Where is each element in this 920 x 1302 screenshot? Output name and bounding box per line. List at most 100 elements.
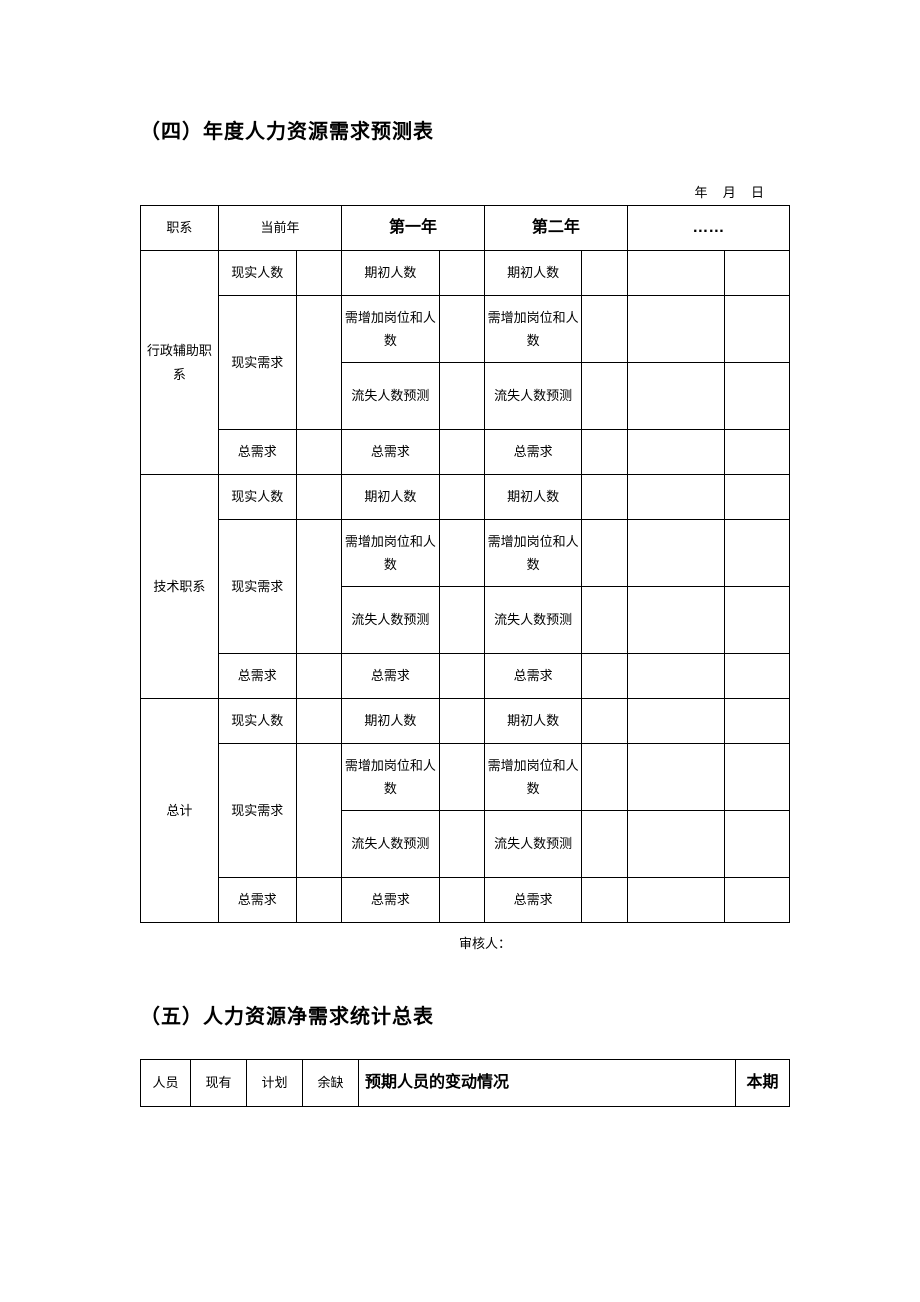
cell-empty xyxy=(582,251,627,296)
cell: 需增加岗位和人数 xyxy=(342,744,439,811)
cell-empty xyxy=(627,520,724,587)
t2-col1: 人员 xyxy=(141,1060,191,1107)
cell-empty xyxy=(439,587,484,654)
cell-empty xyxy=(296,296,341,430)
t2-col5: 预期人员的变动情况 xyxy=(359,1060,736,1107)
cell: 现实人数 xyxy=(218,251,296,296)
cell-empty xyxy=(725,699,790,744)
section-5-title: （五）人力资源净需求统计总表 xyxy=(140,1000,790,1029)
header-col-3: 第一年 xyxy=(342,206,485,251)
cell: 现实需求 xyxy=(218,744,296,878)
cell-empty xyxy=(296,744,341,878)
cell-empty xyxy=(296,430,341,475)
cell: 期初人数 xyxy=(484,699,581,744)
cell: 流失人数预测 xyxy=(342,811,439,878)
cell-empty xyxy=(439,430,484,475)
cell-empty xyxy=(296,251,341,296)
cell: 总需求 xyxy=(484,878,581,923)
cell-empty xyxy=(582,587,627,654)
cell-empty xyxy=(627,878,724,923)
cell-empty xyxy=(582,878,627,923)
cell-empty xyxy=(582,475,627,520)
cell-empty xyxy=(725,811,790,878)
table-row: 技术职系 现实人数 期初人数 期初人数 xyxy=(141,475,790,520)
t2-col4: 余缺 xyxy=(303,1060,359,1107)
cell-empty xyxy=(627,363,724,430)
cell-empty xyxy=(725,878,790,923)
cell-empty xyxy=(296,878,341,923)
hr-forecast-table: 职系 当前年 第一年 第二年 …… 行政辅助职系 现实人数 期初人数 期初人数 … xyxy=(140,205,790,923)
t2-col6: 本期 xyxy=(736,1060,790,1107)
cell-empty xyxy=(627,475,724,520)
cell-empty xyxy=(582,363,627,430)
cell-empty xyxy=(725,520,790,587)
cell-empty xyxy=(725,475,790,520)
cell: 期初人数 xyxy=(342,699,439,744)
cell: 期初人数 xyxy=(342,475,439,520)
cell: 总需求 xyxy=(342,878,439,923)
cell-empty xyxy=(439,744,484,811)
header-col-2: 当前年 xyxy=(218,206,341,251)
cell: 流失人数预测 xyxy=(484,363,581,430)
cell: 总需求 xyxy=(218,430,296,475)
cell-empty xyxy=(439,251,484,296)
group-label: 总计 xyxy=(141,699,219,923)
cell-empty xyxy=(725,654,790,699)
header-col-5: …… xyxy=(627,206,789,251)
cell: 流失人数预测 xyxy=(342,587,439,654)
cell: 现实需求 xyxy=(218,296,296,430)
cell-empty xyxy=(725,363,790,430)
reviewer-label: 审核人： xyxy=(140,933,790,952)
cell-empty xyxy=(582,520,627,587)
cell-empty xyxy=(439,475,484,520)
table-row: 行政辅助职系 现实人数 期初人数 期初人数 xyxy=(141,251,790,296)
section-4-title: （四）年度人力资源需求预测表 xyxy=(140,115,790,144)
cell: 期初人数 xyxy=(484,251,581,296)
cell: 需增加岗位和人数 xyxy=(342,520,439,587)
cell-empty xyxy=(439,363,484,430)
cell: 总需求 xyxy=(218,654,296,699)
cell-empty xyxy=(296,699,341,744)
table-row: 总需求 总需求 总需求 xyxy=(141,430,790,475)
t2-col2: 现有 xyxy=(191,1060,247,1107)
cell-empty xyxy=(627,430,724,475)
group-label: 技术职系 xyxy=(141,475,219,699)
cell-empty xyxy=(582,811,627,878)
cell: 流失人数预测 xyxy=(484,811,581,878)
cell-empty xyxy=(439,520,484,587)
cell-empty xyxy=(627,654,724,699)
cell-empty xyxy=(627,296,724,363)
table-row: 现实需求 需增加岗位和人数 需增加岗位和人数 xyxy=(141,744,790,811)
cell: 总需求 xyxy=(218,878,296,923)
cell-empty xyxy=(725,587,790,654)
cell-empty xyxy=(627,811,724,878)
cell-empty xyxy=(582,430,627,475)
cell-empty xyxy=(439,878,484,923)
cell-empty xyxy=(582,654,627,699)
cell: 流失人数预测 xyxy=(484,587,581,654)
cell-empty xyxy=(627,744,724,811)
cell: 总需求 xyxy=(342,430,439,475)
cell: 总需求 xyxy=(484,430,581,475)
cell: 需增加岗位和人数 xyxy=(484,296,581,363)
cell: 流失人数预测 xyxy=(342,363,439,430)
table-row: 现实需求 需增加岗位和人数 需增加岗位和人数 xyxy=(141,520,790,587)
cell-empty xyxy=(439,654,484,699)
header-col-4: 第二年 xyxy=(484,206,627,251)
header-col-1: 职系 xyxy=(141,206,219,251)
cell: 需增加岗位和人数 xyxy=(342,296,439,363)
cell-empty xyxy=(439,699,484,744)
cell-empty xyxy=(725,430,790,475)
cell-empty xyxy=(439,811,484,878)
table-row: 总需求 总需求 总需求 xyxy=(141,654,790,699)
cell: 期初人数 xyxy=(342,251,439,296)
cell-empty xyxy=(296,654,341,699)
cell-empty xyxy=(725,744,790,811)
cell-empty xyxy=(296,520,341,654)
cell-empty xyxy=(439,296,484,363)
cell: 总需求 xyxy=(484,654,581,699)
cell: 需增加岗位和人数 xyxy=(484,744,581,811)
cell-empty xyxy=(627,587,724,654)
cell-empty xyxy=(582,699,627,744)
cell: 现实人数 xyxy=(218,475,296,520)
